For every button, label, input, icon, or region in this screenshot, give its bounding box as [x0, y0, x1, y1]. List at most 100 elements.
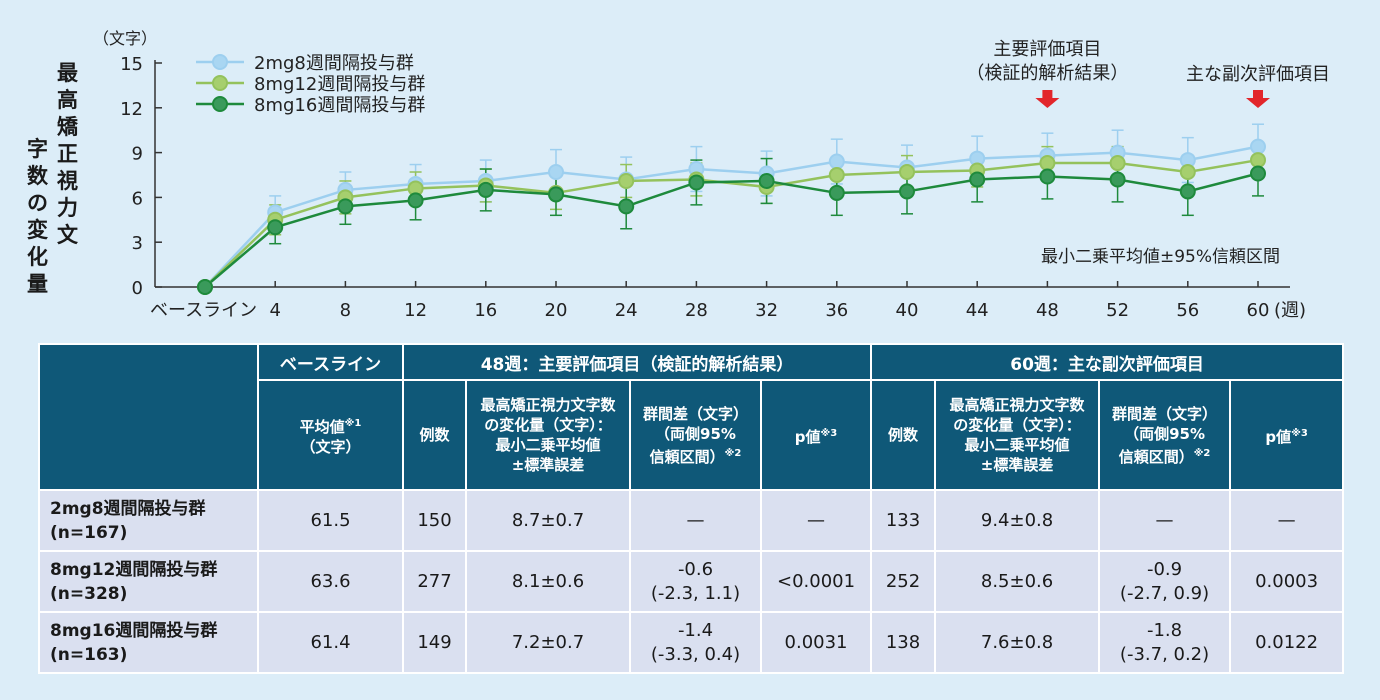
data-point — [899, 164, 915, 181]
series-line — [204, 172, 1259, 288]
baseline-mean: 63.6 — [257, 550, 404, 613]
w48-p: 0.0031 — [759, 611, 873, 674]
w60-diff: — — [1098, 489, 1232, 552]
w60-change: 9.4±0.8 — [934, 489, 1101, 552]
header-baseline: ベースライン — [257, 343, 404, 381]
w48-n: 277 — [402, 550, 467, 613]
w48-p: <0.0001 — [759, 550, 873, 613]
header-week48: 48週：主要評価項目（検証的解析結果） — [401, 343, 873, 381]
group-label: 8mg16週間隔投与群 (n=163) — [38, 611, 259, 674]
x-tick-label: ベースライン — [150, 300, 257, 321]
data-point — [1250, 152, 1266, 169]
data-point — [618, 198, 635, 215]
legend-marker — [212, 96, 228, 112]
w60-change: 7.6±0.8 — [934, 611, 1101, 674]
data-point — [758, 172, 775, 189]
data-point — [618, 172, 635, 189]
table-row: 8mg16週間隔投与群 (n=163) 61.4 149 7.2±0.7 -1.4 (-3.… — [38, 611, 1345, 674]
data-point — [1250, 165, 1266, 182]
w48-n: 149 — [402, 611, 467, 674]
x-tick-label: 28 — [685, 300, 708, 321]
w60-p: 0.0122 — [1229, 611, 1345, 674]
header-week60: 60週：主な副次評価項目 — [870, 343, 1345, 381]
data-point — [477, 181, 494, 198]
legend-marker — [212, 54, 228, 70]
baseline-mean: 61.4 — [257, 611, 404, 674]
legend-label: 2mg8週間隔投与群 — [254, 53, 414, 74]
baseline-mean: 61.5 — [257, 489, 404, 552]
w48-change: 8.7±0.7 — [465, 489, 631, 552]
data-point — [828, 153, 845, 170]
annotation-arrow-head — [1035, 98, 1060, 108]
data-point — [1109, 171, 1126, 188]
group-label: 2mg8週間隔投与群 (n=167) — [38, 489, 259, 552]
x-tick-label: 24 — [615, 300, 638, 321]
annotation-label: 主な副次評価項目 — [1186, 64, 1330, 85]
legend-label: 8mg16週間隔投与群 — [254, 95, 425, 116]
w60-change: 8.5±0.6 — [934, 550, 1101, 613]
legend-label: 8mg12週間隔投与群 — [254, 74, 425, 95]
plot-background — [150, 40, 1350, 290]
x-tick-label: 16 — [474, 300, 497, 321]
x-tick-label: 60 — [1247, 300, 1270, 321]
x-tick-label: 36 — [825, 300, 848, 321]
header-change-60: 最高矯正視力文字数 の変化量（文字）： 最小二乗平均値 ±標準誤差 — [934, 379, 1101, 491]
header-change-48: 最高矯正視力文字数 の変化量（文字）： 最小二乗平均値 ±標準誤差 — [465, 379, 631, 491]
y-tick-label: 12 — [120, 99, 143, 120]
data-point — [828, 167, 845, 183]
x-tick-label: 44 — [966, 300, 989, 321]
w60-diff: -0.9 (-2.7, 0.9) — [1098, 550, 1232, 613]
y-tick-label: 3 — [132, 233, 143, 254]
w48-diff: -1.4 (-3.3, 0.4) — [629, 611, 762, 674]
corner-cell — [38, 343, 259, 491]
w48-diff: — — [629, 489, 762, 552]
header-diff-60: 群間差（文字） （両側95% 信頼区間）※2 — [1098, 379, 1232, 491]
data-point — [969, 171, 986, 188]
w48-p: — — [759, 489, 873, 552]
w48-change: 8.1±0.6 — [465, 550, 631, 613]
y-axis-title: 字数の変化量最高矯正視力文 — [27, 61, 79, 296]
results-table: ベースライン 48週：主要評価項目（検証的解析結果） 60週：主な副次評価項目 … — [38, 343, 1345, 674]
data-point — [267, 219, 284, 236]
annotation-label: （検証的解析結果） — [966, 63, 1128, 84]
annotation-label: 主要評価項目 — [993, 39, 1101, 60]
x-tick-label: 12 — [404, 300, 427, 321]
x-tick-label: 32 — [755, 300, 778, 321]
chart-note: 最小二乗平均値±95%信頼区間 — [1041, 247, 1280, 267]
x-tick-label: 48 — [1036, 300, 1059, 321]
header-p-48: p値※3 — [759, 379, 873, 491]
w48-change: 7.2±0.7 — [465, 611, 631, 674]
x-unit-label: (週) — [1274, 300, 1306, 321]
data-point — [407, 192, 424, 209]
table-row: 2mg8週間隔投与群 (n=167) 61.5 150 8.7±0.7— —133 9.4±… — [38, 489, 1345, 552]
header-mean: 平均値※1 （文字） — [257, 379, 404, 491]
annotation-arrow-stem — [1253, 90, 1263, 98]
header-diff-48: 群間差（文字） （両側95% 信頼区間）※2 — [629, 379, 762, 491]
x-tick-label: 20 — [545, 300, 568, 321]
annotation-arrow-stem — [1042, 90, 1053, 98]
w60-n: 138 — [870, 611, 937, 674]
legend-marker — [212, 75, 228, 91]
w48-n: 150 — [402, 489, 467, 552]
x-tick-label: 56 — [1176, 300, 1199, 321]
data-point — [1109, 155, 1126, 172]
y-tick-label: 6 — [132, 188, 143, 209]
x-tick-label: 8 — [340, 300, 351, 321]
data-point — [197, 279, 213, 295]
header-p-60: p値※3 — [1229, 379, 1345, 491]
y-tick-label: 0 — [132, 278, 143, 299]
y-tick-label: 9 — [132, 144, 143, 165]
data-point — [1039, 155, 1056, 172]
x-tick-label: 52 — [1106, 300, 1129, 321]
series-line — [204, 158, 1259, 288]
table-row: 8mg12週間隔投与群 (n=328) 63.6 277 8.1±0.6 -0.6 (-2.… — [38, 550, 1345, 613]
x-tick-label: 40 — [896, 300, 919, 321]
series-line — [204, 145, 1259, 288]
w60-p: — — [1229, 489, 1345, 552]
w60-p: 0.0003 — [1229, 550, 1345, 613]
y-unit-label: （文字） — [93, 29, 157, 48]
data-point — [548, 164, 564, 181]
x-tick-label: 4 — [269, 300, 280, 321]
y-tick-label: 15 — [120, 54, 143, 75]
